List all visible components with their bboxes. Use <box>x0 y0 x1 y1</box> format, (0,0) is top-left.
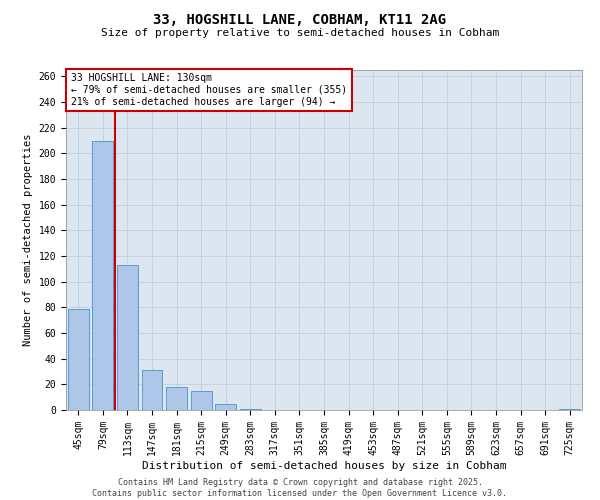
Bar <box>117 265 138 410</box>
Bar <box>559 408 580 410</box>
Y-axis label: Number of semi-detached properties: Number of semi-detached properties <box>23 134 33 346</box>
Bar <box>166 387 187 410</box>
Bar <box>240 408 261 410</box>
Bar <box>191 391 212 410</box>
Text: Size of property relative to semi-detached houses in Cobham: Size of property relative to semi-detach… <box>101 28 499 38</box>
Bar <box>215 404 236 410</box>
X-axis label: Distribution of semi-detached houses by size in Cobham: Distribution of semi-detached houses by … <box>142 460 506 470</box>
Text: 33 HOGSHILL LANE: 130sqm
← 79% of semi-detached houses are smaller (355)
21% of : 33 HOGSHILL LANE: 130sqm ← 79% of semi-d… <box>71 74 347 106</box>
Bar <box>92 140 113 410</box>
Bar <box>68 308 89 410</box>
Bar <box>142 370 163 410</box>
Text: Contains HM Land Registry data © Crown copyright and database right 2025.
Contai: Contains HM Land Registry data © Crown c… <box>92 478 508 498</box>
Text: 33, HOGSHILL LANE, COBHAM, KT11 2AG: 33, HOGSHILL LANE, COBHAM, KT11 2AG <box>154 12 446 26</box>
